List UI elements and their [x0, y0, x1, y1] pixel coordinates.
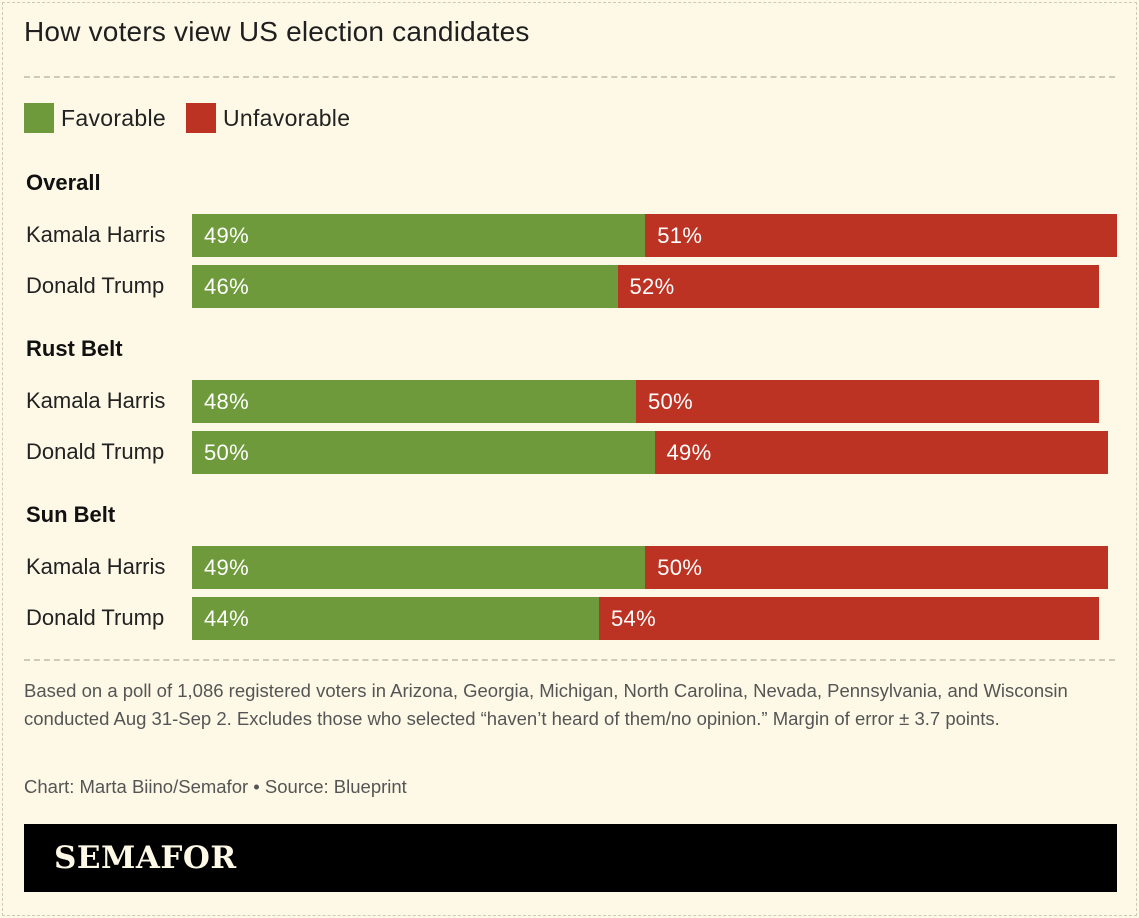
- row-label: Donald Trump: [26, 439, 165, 464]
- semafor-logo: SEMAFOR: [54, 840, 237, 876]
- bar-value-label: 49%: [666, 439, 712, 465]
- row-label: Kamala Harris: [26, 388, 166, 413]
- group-title: Rust Belt: [26, 336, 123, 361]
- bar-value-label: 49%: [204, 222, 249, 248]
- bar-favorable: 50%: [192, 431, 655, 474]
- bar-favorable: 49%: [192, 546, 646, 589]
- row-label: Kamala Harris: [26, 222, 166, 247]
- bar-value-label: 52%: [629, 273, 675, 299]
- bar-favorable: 46%: [192, 265, 618, 308]
- bar-unfavorable: 50%: [645, 546, 1108, 589]
- row-label: Donald Trump: [26, 605, 165, 630]
- legend: Favorable Unfavorable: [24, 103, 370, 133]
- bar-value-label: 54%: [611, 605, 656, 631]
- bottom-divider: [24, 659, 1115, 661]
- brand-bar: SEMAFOR: [24, 824, 1117, 892]
- bar-favorable: 44%: [192, 597, 599, 640]
- chart-title: How voters view US election candidates: [24, 16, 530, 47]
- row-label: Kamala Harris: [26, 554, 166, 579]
- legend-swatch-unfavorable: [185, 103, 216, 133]
- bar-unfavorable: 52%: [617, 265, 1099, 308]
- bar-value-label: 50%: [204, 439, 249, 465]
- legend-swatch-favorable: [24, 103, 54, 133]
- legend-label-favorable: Favorable: [61, 104, 166, 131]
- bar-value-label: 46%: [204, 273, 249, 299]
- bar-unfavorable: 54%: [599, 597, 1099, 640]
- legend-item-favorable: Favorable: [24, 103, 166, 133]
- footnote: Based on a poll of 1,086 registered vote…: [24, 680, 1068, 729]
- legend-item-unfavorable: Unfavorable: [185, 103, 351, 133]
- bar-value-label: 50%: [648, 388, 693, 414]
- group-title: Overall: [26, 170, 101, 195]
- bar-value-label: 48%: [204, 388, 249, 414]
- chart-credit: Chart: Marta Biino/Semafor • Source: Blu…: [24, 776, 407, 797]
- group-title: Sun Belt: [26, 502, 116, 527]
- row-label: Donald Trump: [26, 273, 165, 298]
- bar-value-label: 44%: [204, 605, 249, 631]
- top-divider: [24, 76, 1115, 78]
- bar-unfavorable: 51%: [645, 214, 1117, 257]
- bar-unfavorable: 49%: [654, 431, 1108, 474]
- bar-favorable: 48%: [192, 380, 636, 423]
- bar-favorable: 49%: [192, 214, 646, 257]
- bar-value-label: 49%: [204, 554, 249, 580]
- bar-value-label: 51%: [657, 222, 703, 248]
- bar-unfavorable: 50%: [636, 380, 1099, 423]
- legend-label-unfavorable: Unfavorable: [222, 104, 351, 131]
- bar-value-label: 50%: [657, 554, 703, 580]
